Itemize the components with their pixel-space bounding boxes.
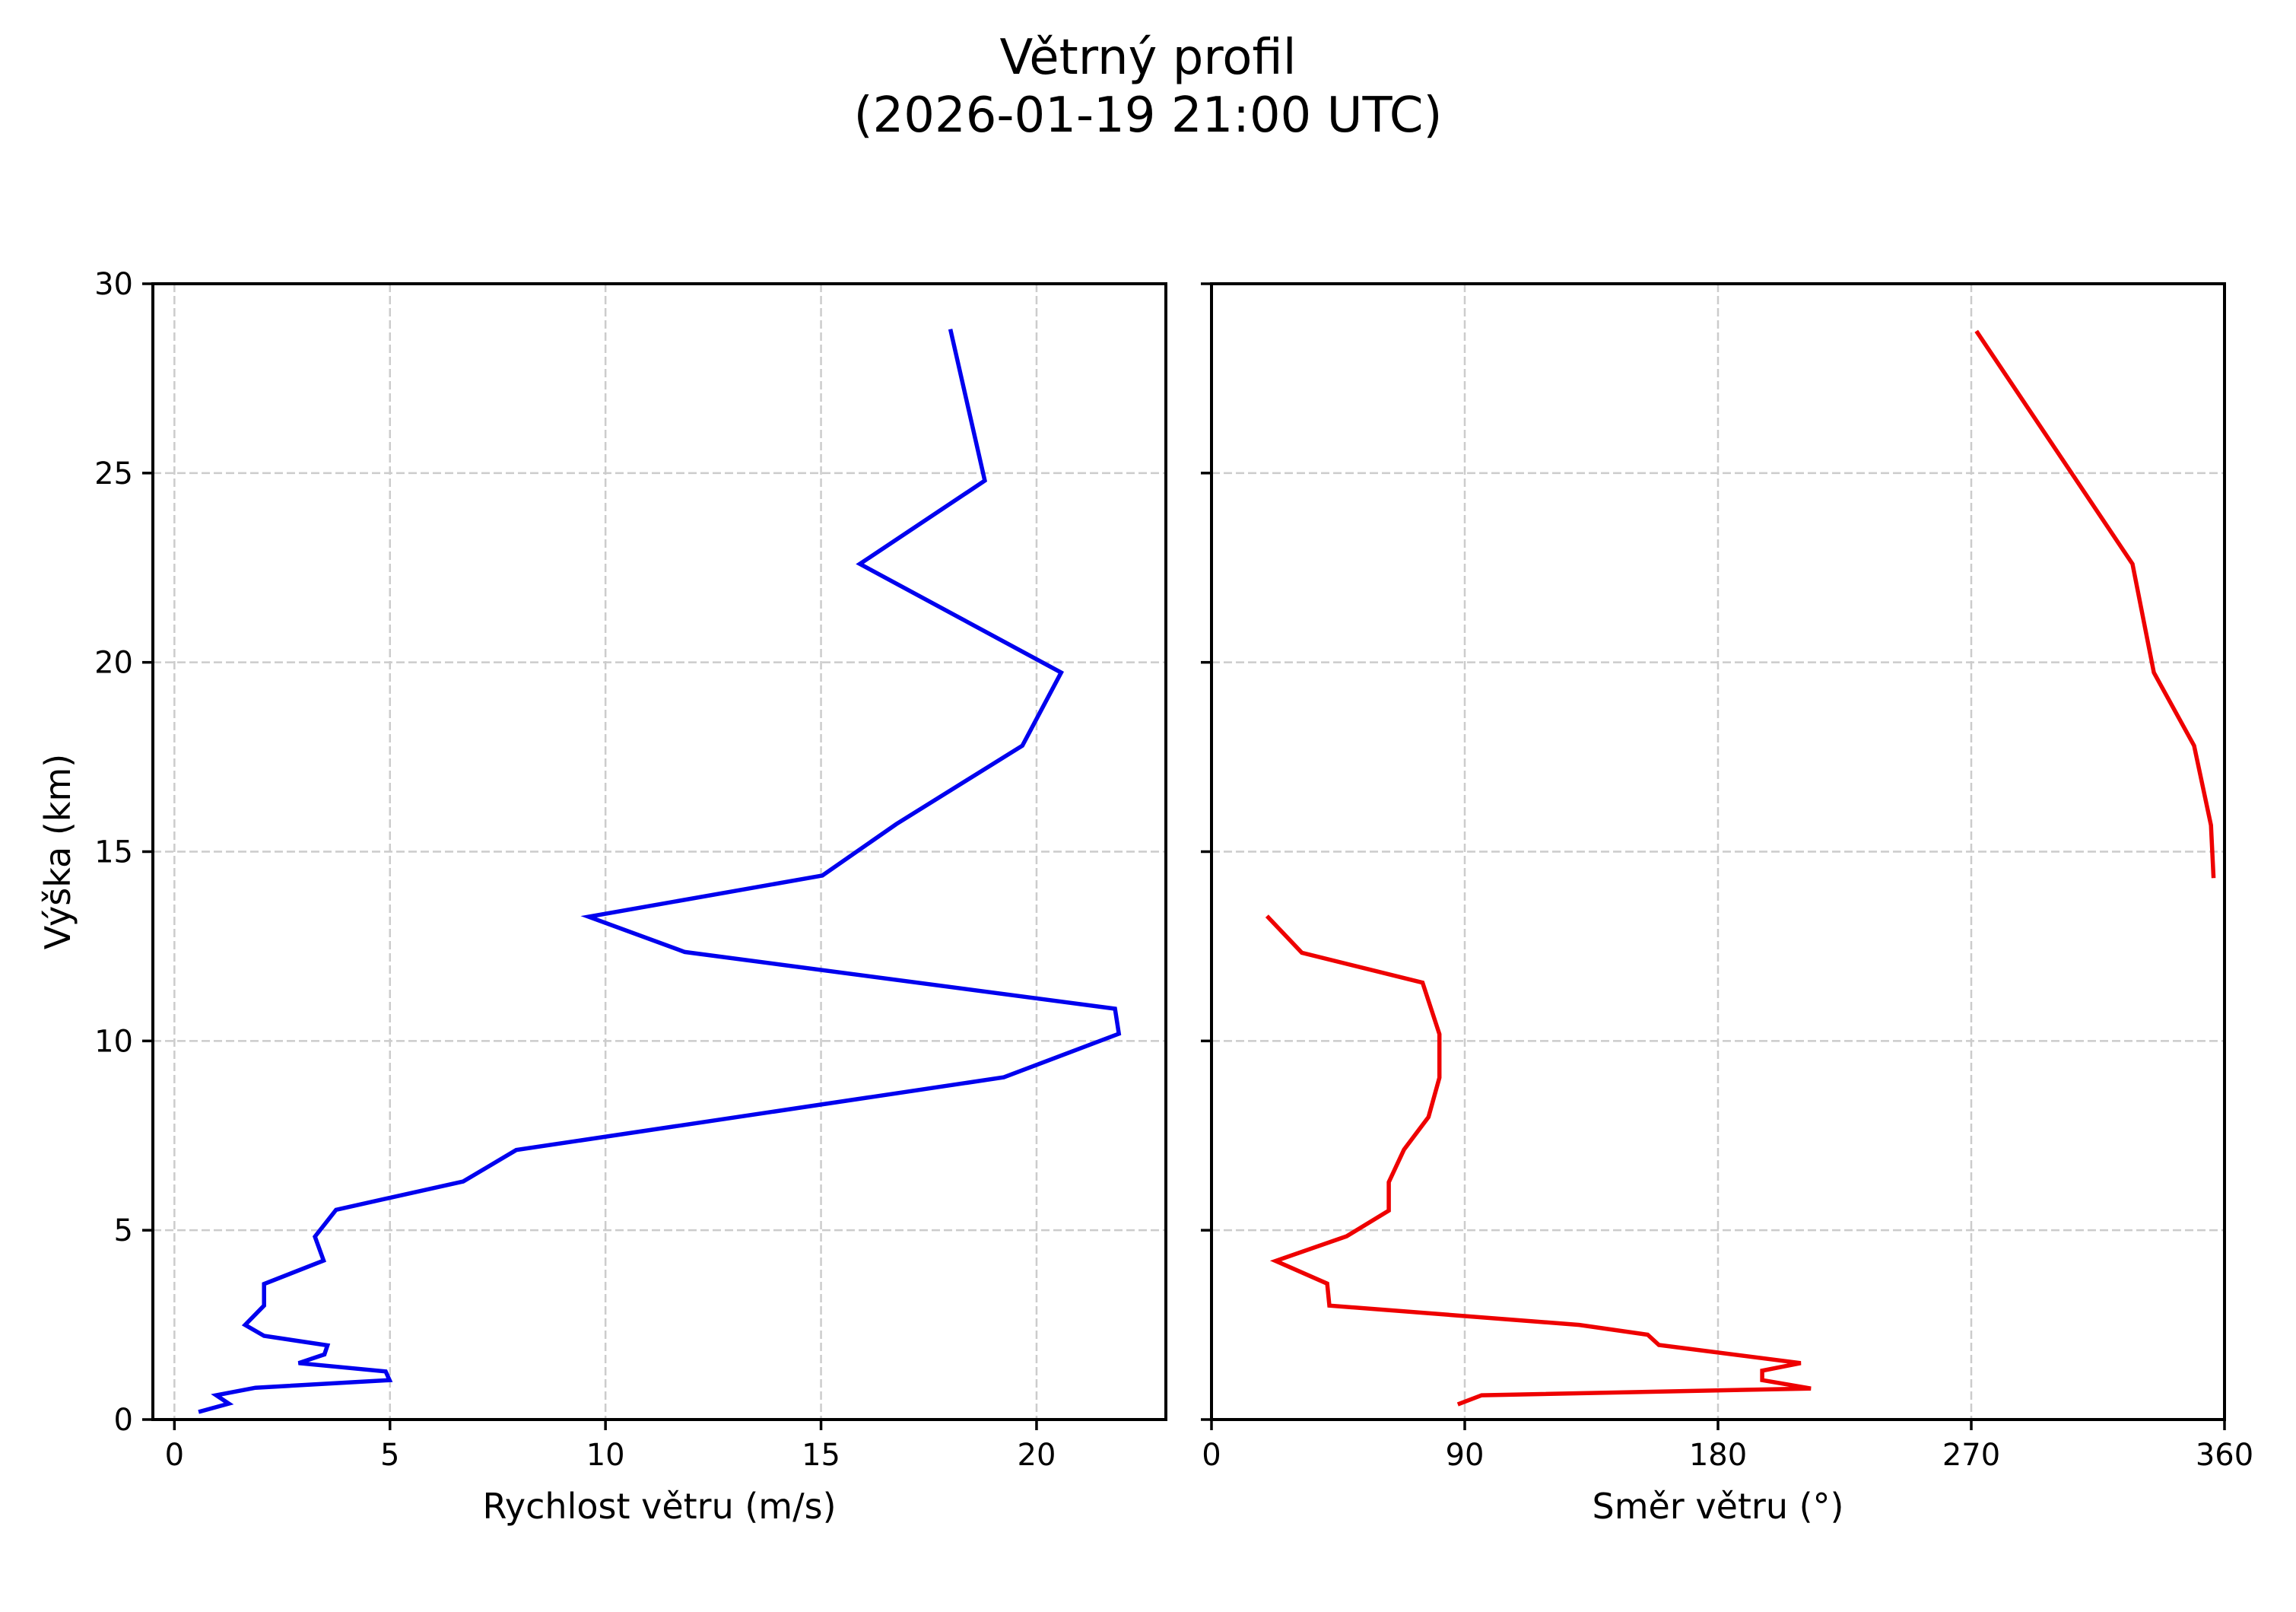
x-tick-label: 360 [2196, 1438, 2253, 1473]
figure-title-line1: Větrný profil [999, 30, 1297, 86]
x-tick-label: 10 [586, 1438, 625, 1473]
x-tick-label: 0 [165, 1438, 184, 1473]
y-tick-label: 25 [94, 456, 133, 491]
y-tick-label: 5 [114, 1213, 133, 1248]
x-axis-label: Rychlost větru (m/s) [482, 1486, 836, 1527]
data-series-line [1265, 914, 1812, 1407]
x-tick-label: 90 [1446, 1438, 1485, 1473]
data-series-line [1974, 329, 2216, 879]
y-tick-label: 20 [94, 646, 133, 681]
x-tick-label: 0 [1202, 1438, 1221, 1473]
x-tick-label: 270 [1942, 1438, 2000, 1473]
y-tick-label: 10 [94, 1024, 133, 1059]
wind-direction-axes: 0 90 180 270 360 Směr větru (°) [1201, 282, 2253, 1527]
x-tick-label: 15 [802, 1438, 840, 1473]
figure-title-line2: (2026-01-19 21:00 UTC) [853, 87, 1443, 144]
data-series-line [198, 329, 1122, 1414]
y-tick-label: 30 [94, 267, 133, 302]
x-tick-label: 20 [1018, 1438, 1056, 1473]
wind-speed-axes: 0 5 10 15 20 0 5 10 15 20 25 30 Rychlost větru (m/s)… [37, 267, 1167, 1527]
y-axis-label: Výška (km) [37, 754, 78, 949]
x-axis-label: Směr větru (°) [1593, 1486, 1844, 1527]
x-tick-label: 180 [1689, 1438, 1747, 1473]
y-tick-label: 15 [94, 835, 133, 870]
y-tick-label: 0 [114, 1403, 133, 1438]
x-tick-label: 5 [380, 1438, 399, 1473]
